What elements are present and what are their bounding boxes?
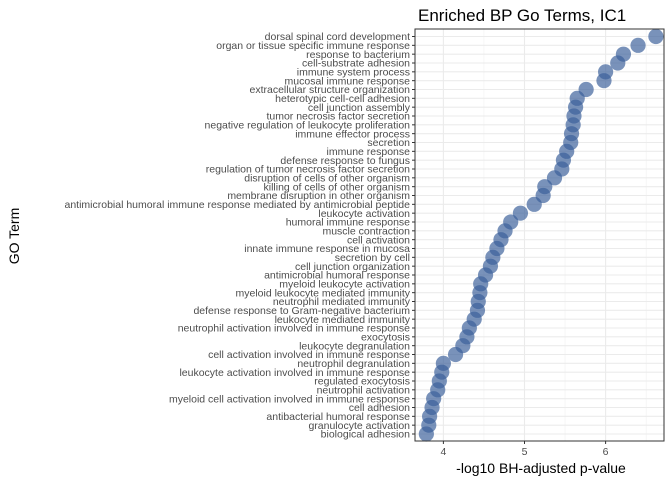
y-tick-label: regulation of tumor necrosis factor secr… <box>206 164 410 176</box>
y-tick-label: myeloid cell activation involved in immu… <box>169 393 410 405</box>
y-tick-label: leukocyte degranulation <box>299 340 410 352</box>
y-tick-label: cell adhesion <box>349 402 410 414</box>
y-tick-label: defense response to fungus <box>280 155 410 167</box>
y-tick-label: immune effector process <box>295 128 410 140</box>
data-point <box>512 205 529 221</box>
y-tick-label: leukocyte activation involved in immune … <box>179 367 410 379</box>
data-point <box>610 55 626 71</box>
y-tick-label: extracellular structure organization <box>250 84 411 96</box>
y-tick-label: disruption of cells of other organism <box>244 172 410 184</box>
y-tick-label: defense response to Gram-negative bacter… <box>193 305 410 317</box>
y-tick-label: exocytosis <box>361 331 410 343</box>
data-point <box>418 426 434 442</box>
y-tick-label: secretion by cell <box>335 252 410 264</box>
y-tick-label: humoral immune response <box>286 217 410 229</box>
data-point <box>648 28 664 45</box>
y-tick-label: cell junction organization <box>295 261 410 273</box>
y-tick-label: neutrophil mediated immunity <box>273 296 411 308</box>
y-tick-label: mucosal immune response <box>285 75 411 87</box>
data-point <box>526 196 542 212</box>
y-tick-label: myeloid leukocyte mediated immunity <box>236 287 411 299</box>
y-tick-label: immune response <box>327 146 411 158</box>
plot-panel <box>414 28 665 442</box>
y-tick-label: response to bacterium <box>306 49 410 61</box>
y-tick-label: neutrophil activation involved in immune… <box>178 323 410 335</box>
y-tick-label: muscle contraction <box>322 225 410 237</box>
y-axis-label: GO Term <box>6 208 22 265</box>
y-tick-label: cell junction assembly <box>308 102 411 114</box>
y-tick-label: antimicrobial humoral response <box>264 270 410 282</box>
panel-border <box>414 28 665 442</box>
y-tick-label: granulocyte activation <box>308 420 410 432</box>
y-tick-label: cell-substrate adhesion <box>302 58 410 70</box>
y-tick-label: negative regulation of leukocyte prolife… <box>205 119 411 131</box>
y-tick-label: innate immune response in mucosa <box>244 243 410 255</box>
y-tick-label: organ or tissue specific immune response <box>216 40 410 52</box>
y-tick-label: immune system process <box>297 66 410 78</box>
y-tick-label: neutrophil activation <box>317 384 411 396</box>
data-points <box>418 28 664 442</box>
data-point <box>447 346 464 363</box>
x-ticks: 4 5 6 <box>440 441 609 458</box>
y-tick-label: biological adhesion <box>321 429 410 441</box>
y-tick-label: cell activation <box>347 234 410 246</box>
y-tick-label: killing of cells of other organism <box>264 181 411 193</box>
y-tick-label: tumor necrosis factor secretion <box>266 111 410 123</box>
y-tick-label: regulated exocytosis <box>314 376 410 388</box>
y-tick-label: membrane disruption in other organism <box>227 190 410 202</box>
y-tick-label: secretion <box>367 137 410 149</box>
y-tick-label: heterotypic cell-cell adhesion <box>275 93 410 105</box>
x-tick-label: 4 <box>440 446 446 458</box>
y-tick-label: leukocyte activation <box>318 208 410 220</box>
y-tick-label: cell activation involved in immune respo… <box>208 349 410 361</box>
data-point <box>596 73 612 89</box>
data-point <box>546 170 563 186</box>
x-tick-label: 6 <box>603 446 609 458</box>
y-tick-label: myeloid leukocyte activation <box>279 278 410 290</box>
x-axis-label: -log10 BH-adjusted p-value <box>456 460 626 476</box>
chart-title: Enriched BP Go Terms, IC1 <box>418 6 626 25</box>
y-tick-label: antimicrobial humoral immune response me… <box>64 199 410 211</box>
x-tick-label: 5 <box>522 446 528 458</box>
y-tick-label: leukocyte mediated immunity <box>275 314 411 326</box>
y-tick-label: antibacterial humoral response <box>266 411 410 423</box>
data-point <box>630 37 646 53</box>
y-tick-label: dorsal spinal cord development <box>265 31 410 43</box>
y-tick-label: neutrophil degranulation <box>297 358 410 370</box>
